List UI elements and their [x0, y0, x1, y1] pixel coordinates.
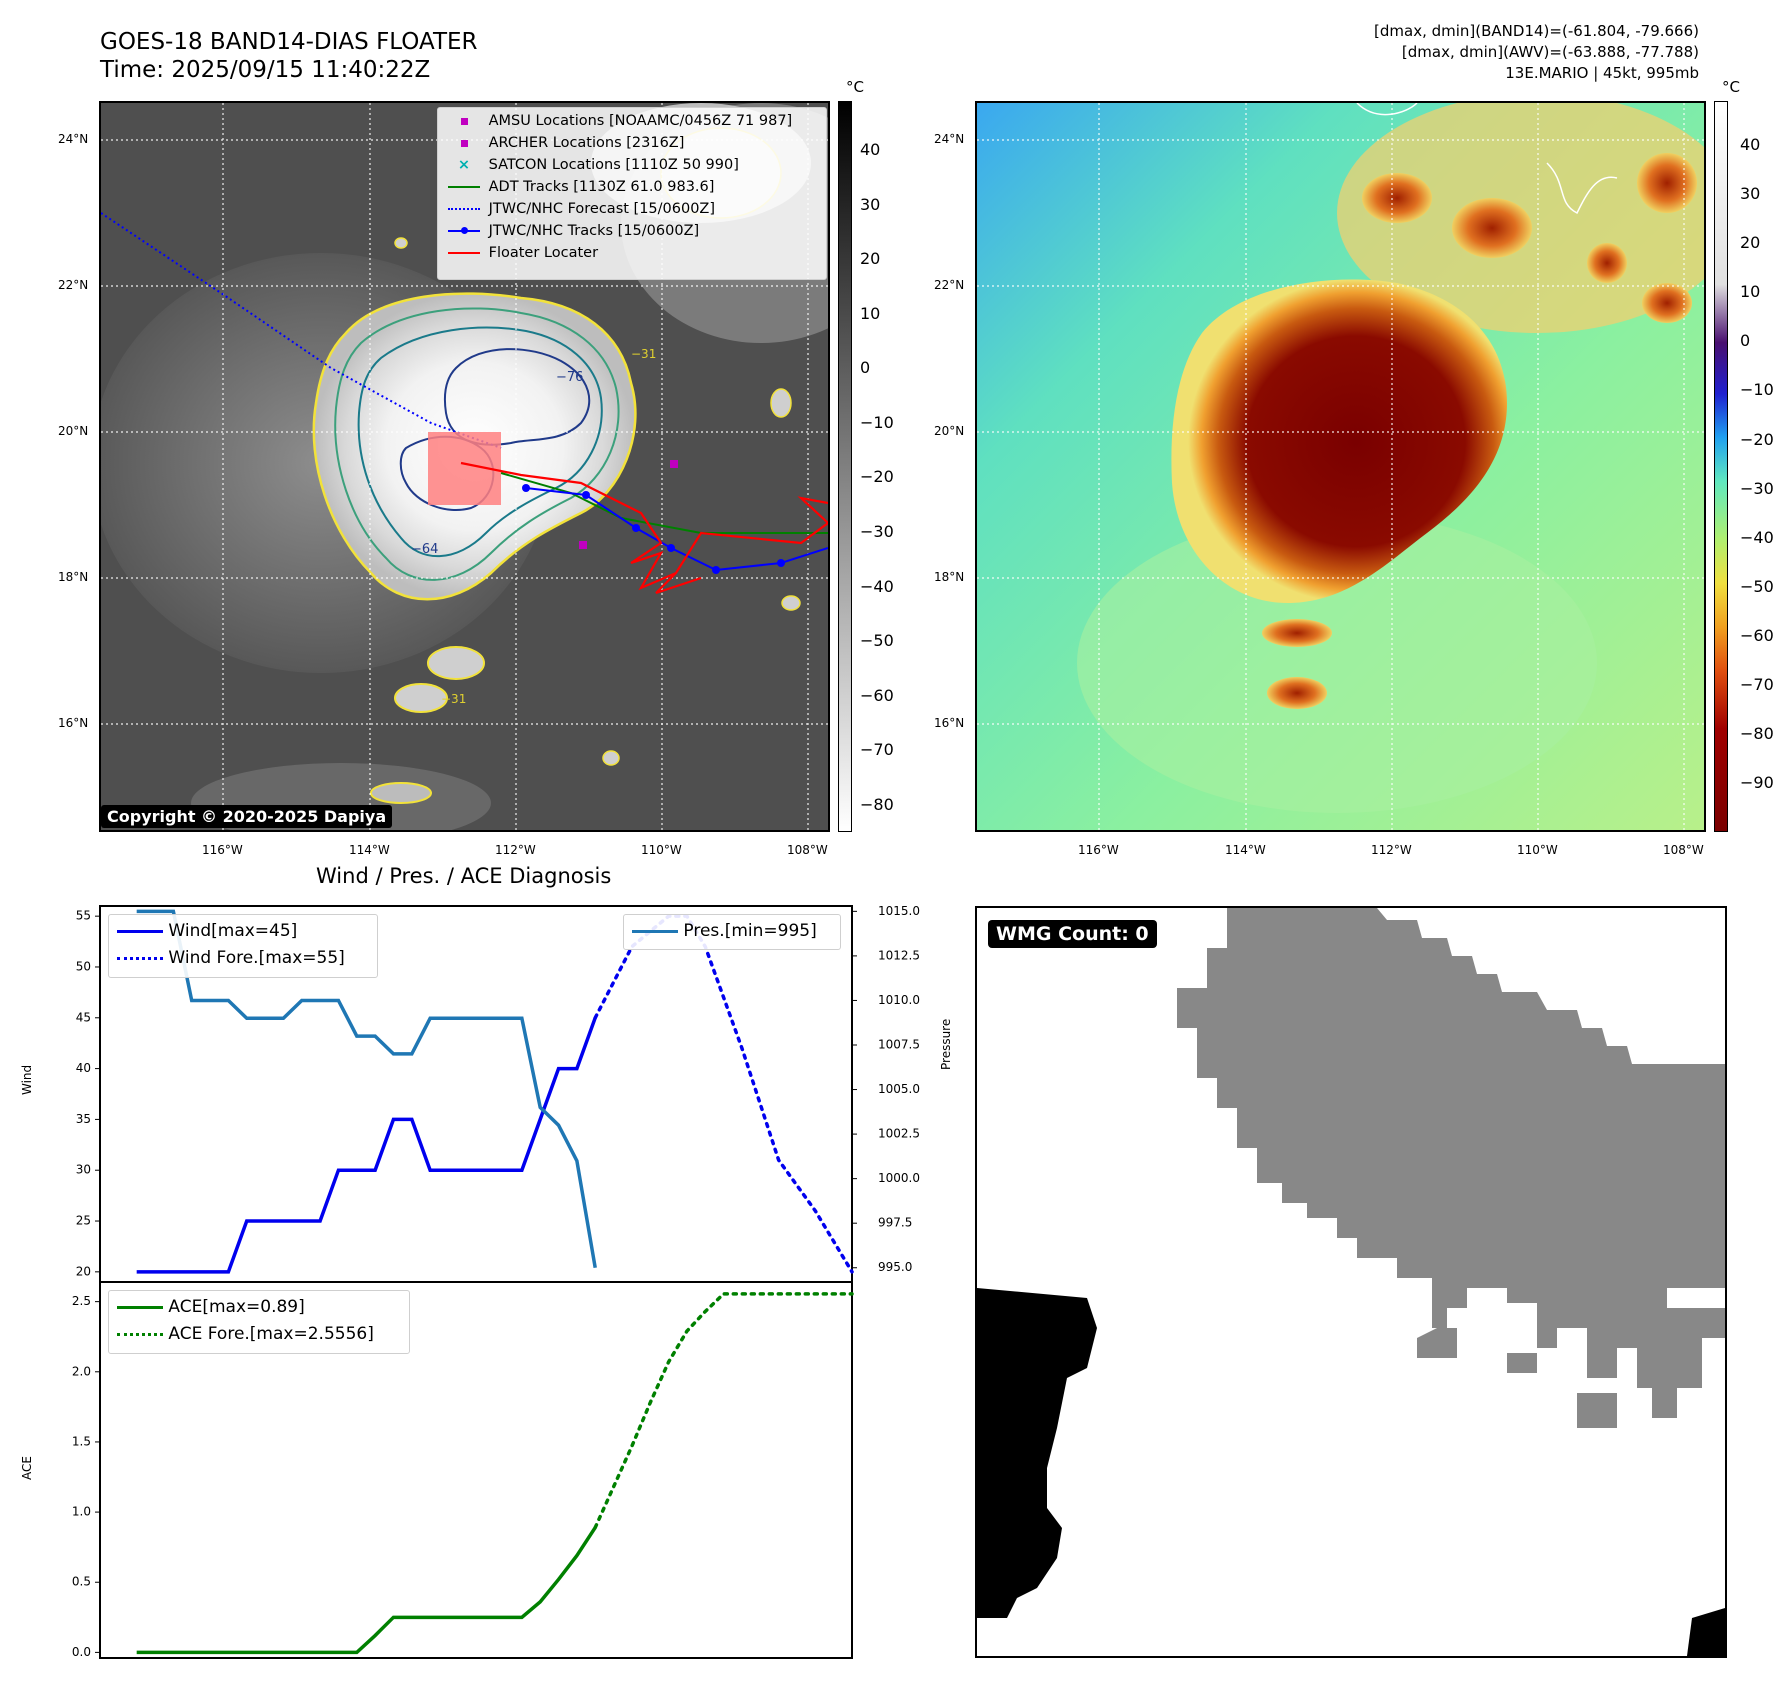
pressure-tick-label: 1015.0 [878, 904, 920, 918]
wind-series-line [137, 1018, 596, 1272]
ace-tick-label: 0.0 [72, 1645, 91, 1659]
legend-item-pressure: Pres.[min=995] [632, 920, 817, 942]
pressure-tick-label: 1005.0 [878, 1082, 920, 1096]
wind-legend: Wind[max=45] Wind Fore.[max=55] [108, 914, 378, 978]
wind-tick-label: 55 [76, 909, 91, 923]
wmg-mask-image [977, 908, 1725, 1656]
ace-line-icon [117, 1306, 163, 1309]
wind-fore-dotted-icon [117, 957, 163, 960]
wind-tick-label: 50 [76, 959, 91, 973]
legend-item-wind: Wind[max=45] [117, 920, 297, 942]
wind-tick-label: 25 [76, 1214, 91, 1228]
pressure-tick-label: 1012.5 [878, 948, 920, 962]
wind-line-icon [117, 930, 163, 933]
ace-tick-label: 0.5 [72, 1575, 91, 1589]
ace-fore-dotted-icon [117, 1333, 163, 1336]
ace-tick-label: 1.0 [72, 1505, 91, 1519]
wind-tick-label: 40 [76, 1061, 91, 1075]
wmg-black-region [977, 1288, 1097, 1618]
ace-tick-label: 2.5 [72, 1294, 91, 1308]
ace-tick-label: 2.0 [72, 1364, 91, 1378]
pressure-line-icon [632, 930, 678, 933]
pressure-legend: Pres.[min=995] [623, 914, 841, 950]
pressure-tick-label: 995.0 [878, 1260, 912, 1274]
pressure-tick-label: 1000.0 [878, 1171, 920, 1185]
legend-item-wind-fore: Wind Fore.[max=55] [117, 947, 345, 969]
ace-tick-label: 1.5 [72, 1434, 91, 1448]
wmg-count-badge: WMG Count: 0 [988, 920, 1157, 948]
legend-item-ace: ACE[max=0.89] [117, 1296, 305, 1318]
wmg-panel: WMG Count: 0 [975, 906, 1727, 1658]
wind-tick-label: 20 [76, 1264, 91, 1278]
wind-forecast-line [595, 916, 852, 1272]
pressure-tick-label: 1010.0 [878, 993, 920, 1007]
wind-tick-label: 35 [76, 1112, 91, 1126]
wind-tick-label: 30 [76, 1163, 91, 1177]
wind-tick-label: 45 [76, 1010, 91, 1024]
ace-legend: ACE[max=0.89] ACE Fore.[max=2.5556] [108, 1290, 410, 1354]
pressure-tick-label: 1002.5 [878, 1127, 920, 1141]
pressure-tick-label: 1007.5 [878, 1037, 920, 1051]
legend-item-ace-fore: ACE Fore.[max=2.5556] [117, 1323, 374, 1345]
ace-series-line [137, 1528, 596, 1653]
ace-forecast-line [595, 1294, 852, 1528]
pressure-tick-label: 997.5 [878, 1216, 912, 1230]
